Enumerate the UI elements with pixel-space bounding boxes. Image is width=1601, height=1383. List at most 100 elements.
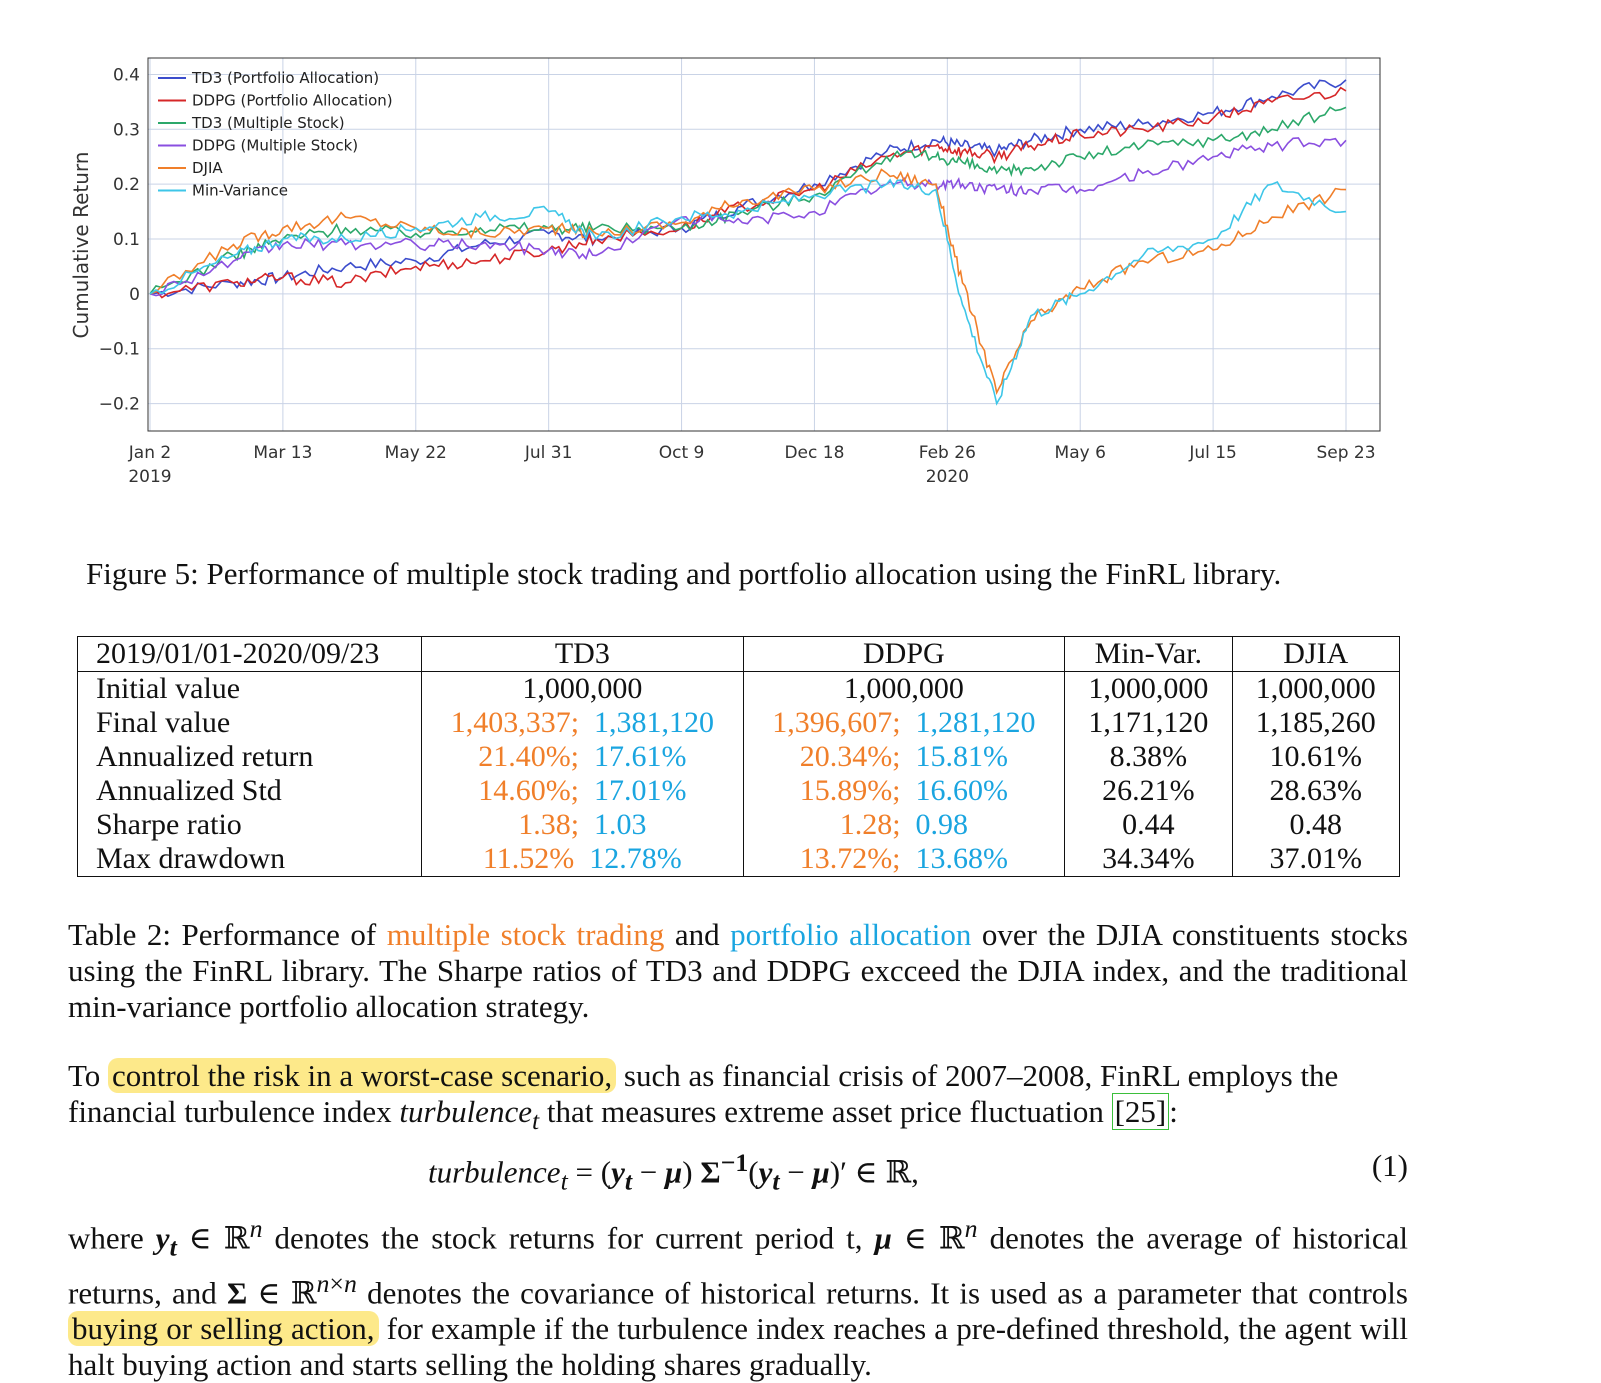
table-body: Initial value 1,000,000 1,000,000 1,000,000… — [76, 671, 1401, 877]
highlight-control-risk: control the risk in a worst-case scenari… — [108, 1058, 617, 1093]
table-caption: Table 2: Performance of multiple stock t… — [68, 917, 1408, 1025]
table-header-ddpg: DDPG — [742, 636, 1066, 672]
legend-label: DDPG (Portfolio Allocation) — [192, 92, 393, 110]
results-table: 2019/01/01-2020/09/23 TD3 DDPG Min-Var. … — [76, 636, 1401, 877]
multiple-stock-value: 13.72%; — [799, 842, 901, 875]
series-line — [149, 168, 1347, 395]
chart-legend: TD3 (Portfolio Allocation) DDPG (Portfoli… — [158, 69, 393, 200]
para1-text-middle: such as financial crisis of 2007–2008, F… — [68, 1058, 1339, 1129]
minvar-cell: 8.38% — [1064, 740, 1233, 774]
portfolio-value: 17.61% — [579, 740, 687, 773]
multiple-stock-value: 1,403,337; — [450, 706, 580, 739]
x-tick-label: Jul 31 — [524, 443, 573, 463]
row-label: Sharpe ratio — [76, 808, 423, 842]
ddpg-cell: 1,396,607; 1,281,120 — [742, 706, 1066, 740]
minvar-cell: 34.34% — [1064, 842, 1233, 877]
legend-label: DDPG (Multiple Stock) — [192, 137, 358, 155]
plot-area-frame — [147, 57, 1381, 432]
x-tick-label: Sep 23 — [1316, 443, 1375, 463]
row-label: Annualized Std — [76, 774, 423, 808]
row-label: Annualized return — [76, 740, 423, 774]
x-tick-label: May 6 — [1055, 443, 1106, 463]
equation-number: (1) — [1371, 1148, 1408, 1183]
y-tick-label: −0.1 — [99, 340, 140, 360]
table-header-djia: DJIA — [1231, 636, 1401, 672]
td3-cell: 14.60%; 17.01% — [421, 774, 744, 808]
djia-cell: 1,000,000 — [1231, 671, 1401, 706]
portfolio-value: 13.68% — [900, 842, 1009, 875]
x-tick-year-label: 2019 — [128, 467, 171, 487]
x-tick-label: Oct 9 — [659, 443, 705, 463]
figure-5-chart: 0.4 0.3 0.2 0.1 0 −0.1 −0.2 Jan 2 2019 Mar 13 May … — [0, 0, 1601, 500]
portfolio-value: 1.03 — [579, 808, 647, 841]
x-tick-label: Mar 13 — [253, 443, 312, 463]
x-tick-label: May 22 — [385, 443, 447, 463]
portfolio-value: 1,381,120 — [579, 706, 715, 739]
y-axis-label: Cumulative Return — [69, 152, 93, 339]
x-tick-label: Jul 15 — [1188, 443, 1237, 463]
row-label: Max drawdown — [76, 842, 423, 877]
turbulence-symbol: turbulence — [399, 1094, 532, 1129]
citation-link[interactable]: [25] — [1111, 1093, 1170, 1130]
para1-text-start: To — [68, 1058, 109, 1093]
td3-cell: 1,403,337; 1,381,120 — [421, 706, 744, 740]
equation-body: turbulencet = (yt − μ) Σ−1(yt − μ)′ ∈ ℝ, — [428, 1148, 919, 1196]
highlight-buying-selling: buying or selling action, — [68, 1310, 379, 1346]
paragraph-where: where yt ∈ ℝn denotes the stock returns … — [68, 1214, 1408, 1382]
ddpg-cell: 20.34%; 15.81% — [742, 740, 1066, 774]
turbulence-equation: turbulencet = (yt − μ) Σ−1(yt − μ)′ ∈ ℝ,… — [68, 1148, 1408, 1196]
multiple-stock-value: 14.60%; — [478, 774, 580, 807]
figure-caption: Figure 5: Performance of multiple stock … — [86, 556, 1282, 591]
para1-text-after: that measures extreme asset price fluctu… — [539, 1094, 1112, 1129]
portfolio-value: 17.01% — [579, 774, 687, 807]
ddpg-cell: 13.72%; 13.68% — [742, 842, 1066, 877]
series-line — [149, 79, 1347, 298]
minvar-cell: 1,171,120 — [1064, 706, 1233, 740]
table-row: Max drawdown 11.52% 12.78% 13.72%; 13.68% 3… — [76, 842, 1401, 877]
multiple-stock-value: 15.89%; — [799, 774, 901, 807]
djia-cell: 10.61% — [1231, 740, 1401, 774]
table-row: Initial value 1,000,000 1,000,000 1,000,000… — [76, 671, 1401, 706]
para2-average: denotes the average of historical return… — [68, 1220, 1408, 1310]
row-label: Final value — [76, 706, 423, 740]
minvar-cell: 0.44 — [1064, 808, 1233, 842]
series-line — [149, 178, 1347, 406]
ddpg-cell: 1,000,000 — [742, 671, 1066, 706]
djia-cell: 37.01% — [1231, 842, 1401, 877]
para1-text-end: : — [1169, 1094, 1178, 1129]
table-header-minvar: Min-Var. — [1064, 636, 1233, 672]
chart-series — [149, 79, 1347, 406]
para2-stock-returns: denotes the stock returns for current pe… — [262, 1220, 875, 1256]
legend-label: Min-Variance — [192, 182, 288, 200]
x-tick-label: Jan 2 — [128, 443, 171, 463]
x-tick-label: Feb 26 — [919, 443, 976, 463]
y-tick-label: 0.3 — [113, 120, 140, 140]
y-tick-label: 0.2 — [113, 175, 140, 195]
ddpg-cell: 15.89%; 16.60% — [742, 774, 1066, 808]
y-tick-label: −0.2 — [99, 395, 140, 415]
table-caption-suffix: over the DJIA constituents stocks using … — [68, 917, 1408, 1024]
turbulence-subscript: t — [531, 1106, 540, 1136]
djia-cell: 28.63% — [1231, 774, 1401, 808]
portfolio-value: 16.60% — [900, 774, 1009, 807]
para2-covariance: denotes the covariance of historical ret… — [356, 1274, 1408, 1310]
chart-grid — [148, 58, 1380, 431]
table-caption-portfolio: portfolio allocation — [730, 917, 972, 952]
para2-end: for example if the turbulence index reac… — [68, 1310, 1408, 1382]
multiple-stock-value: 1.38; — [518, 808, 580, 841]
minvar-cell: 1,000,000 — [1064, 671, 1233, 706]
portfolio-value: 15.81% — [900, 740, 1009, 773]
x-tick-label: Dec 18 — [784, 443, 844, 463]
table-row: Annualized return 21.40%; 17.61% 20.34%; 1… — [76, 740, 1401, 774]
multiple-stock-value: 1,396,607; — [772, 706, 901, 739]
djia-cell: 1,185,260 — [1231, 706, 1401, 740]
portfolio-value: 12.78% — [574, 842, 682, 875]
paragraph-turbulence: To control the risk in a worst-case scen… — [68, 1058, 1408, 1139]
minvar-cell: 26.21% — [1064, 774, 1233, 808]
td3-cell: 1.38; 1.03 — [421, 808, 744, 842]
djia-cell: 0.48 — [1231, 808, 1401, 842]
row-label: Initial value — [76, 671, 423, 706]
multiple-stock-value: 21.40%; — [478, 740, 580, 773]
td3-cell: 1,000,000 — [421, 671, 744, 706]
td3-cell: 21.40%; 17.61% — [421, 740, 744, 774]
